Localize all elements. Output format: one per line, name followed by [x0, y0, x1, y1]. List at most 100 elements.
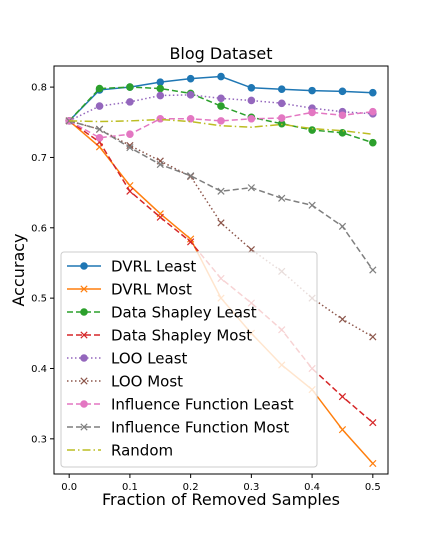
data-point [126, 187, 134, 195]
data-point [308, 201, 316, 209]
y-tick-label: 0.7 [31, 153, 47, 164]
legend-label: Influence Function Most [111, 419, 289, 437]
legend-label: Data Shapley Most [111, 327, 252, 345]
data-point [338, 392, 347, 401]
legend-item: Influence Function Most [67, 419, 289, 437]
data-point [126, 98, 134, 106]
y-tick-label: 0.5 [31, 294, 47, 305]
data-point [186, 74, 195, 83]
legend-marker [80, 400, 88, 408]
data-point [247, 114, 256, 123]
legend-label: Influence Function Least [111, 396, 294, 414]
series-random [69, 118, 373, 135]
x-tick-label: 0.1 [122, 482, 138, 493]
data-point [217, 187, 225, 195]
legend-label: Random [111, 442, 173, 460]
data-point [217, 94, 225, 103]
legend-marker [80, 285, 88, 293]
data-point [217, 219, 225, 227]
data-point [156, 160, 164, 169]
data-point [277, 114, 286, 122]
legend-item: Data Shapley Least [67, 304, 257, 322]
y-tick-label: 0.6 [31, 223, 47, 234]
data-point [369, 266, 377, 274]
series-line-influence-function-least [68, 110, 373, 139]
data-point [308, 108, 316, 117]
legend-label: DVRL Most [111, 281, 192, 299]
y-axis-ticks: 0.3 0.4 0.5 0.6 0.7 0.8 [31, 83, 54, 445]
data-point [247, 184, 255, 192]
legend-box [60, 251, 318, 468]
data-point [247, 84, 256, 92]
data-point [126, 143, 134, 152]
data-point [156, 213, 164, 221]
data-point [369, 459, 377, 468]
data-point [126, 141, 134, 150]
series-influence-function-most [65, 117, 377, 274]
data-point [308, 86, 316, 95]
legend-item: Influence Function Least [67, 396, 294, 414]
data-point [369, 419, 377, 427]
data-point [369, 138, 377, 147]
data-point [338, 87, 347, 96]
legend-marker [80, 308, 88, 316]
legend-marker [80, 354, 88, 362]
series-line-random [69, 118, 373, 135]
plot-frame [53, 65, 389, 475]
data-point [156, 114, 165, 123]
data-point [308, 126, 316, 134]
legend-label: DVRL Least [111, 258, 196, 276]
x-tick-label: 0.0 [61, 482, 77, 493]
data-point [156, 91, 165, 100]
data-point [156, 84, 165, 93]
data-point [278, 194, 286, 202]
data-point [126, 83, 134, 91]
series-line-loo-most [68, 120, 374, 338]
y-tick-label: 0.3 [31, 434, 47, 445]
legend-marker [80, 423, 88, 431]
data-point [369, 88, 377, 97]
legend-label: LOO Least [111, 350, 188, 368]
data-point [95, 84, 104, 93]
legend-item: Data Shapley Most [67, 327, 252, 345]
data-point [217, 117, 225, 125]
data-point [95, 125, 104, 133]
data-point [247, 96, 256, 105]
data-point [186, 91, 195, 99]
data-point [217, 102, 225, 110]
legend-marker [80, 262, 88, 270]
data-point [126, 130, 134, 139]
y-axis-label: Accuracy [9, 233, 28, 306]
data-point [338, 315, 347, 323]
data-point [187, 172, 195, 180]
data-point [156, 78, 165, 86]
legend-label: Data Shapley Least [111, 304, 257, 322]
x-tick-label: 0.5 [365, 482, 381, 493]
data-point [187, 235, 195, 243]
data-point [95, 133, 104, 142]
x-tick-label: 0.3 [243, 482, 259, 493]
data-point [338, 426, 347, 434]
data-point [95, 102, 104, 110]
x-axis-label: Fraction of Removed Samples [102, 490, 340, 509]
legend-marker [80, 331, 88, 339]
legend-item: Random [67, 442, 173, 460]
legend-item: LOO Least [67, 350, 188, 368]
legend-marker [80, 377, 88, 385]
data-point [338, 129, 347, 137]
data-point [156, 210, 164, 218]
series-line-data-shapley-least [68, 86, 374, 144]
y-tick-label: 0.4 [31, 364, 47, 375]
data-point [369, 333, 377, 341]
data-point [186, 114, 195, 123]
data-point [217, 72, 225, 81]
legend-item: LOO Most [67, 373, 183, 391]
series-line-influence-function-most [68, 120, 374, 271]
x-tick-label: 0.4 [304, 482, 320, 493]
x-tick-label: 0.2 [183, 482, 199, 493]
data-point [187, 238, 195, 246]
plot-area [65, 72, 377, 468]
x-axis-ticks: 0.0 0.1 0.2 0.3 0.4 0.5 [61, 474, 381, 493]
data-point [277, 99, 286, 108]
